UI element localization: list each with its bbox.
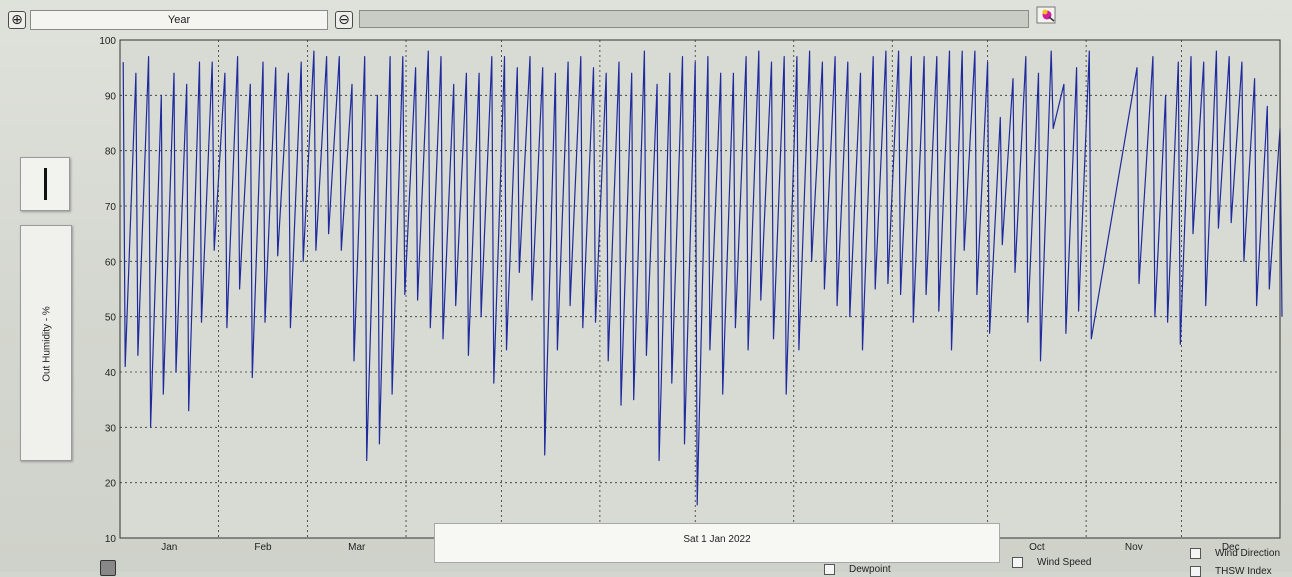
period-selector[interactable]: Year — [30, 10, 328, 30]
y-tick-label: 20 — [105, 479, 117, 490]
y-tick-label: 40 — [105, 368, 117, 379]
y-tick-label: 80 — [105, 147, 117, 158]
x-tick-label: Feb — [254, 542, 272, 553]
zoom-out-icon[interactable]: ⊖ — [335, 11, 353, 29]
y-axis-title-panel[interactable]: Out Humidity - % — [20, 225, 72, 461]
y-tick-label: 70 — [105, 202, 117, 213]
plot-area — [120, 40, 1280, 538]
y-tick-label: 30 — [105, 423, 117, 434]
option-wind-speed[interactable]: Wind Speed — [1012, 557, 1091, 568]
date-display[interactable]: Sat 1 Jan 2022 — [434, 523, 1000, 563]
paint-tool-icon[interactable] — [1036, 6, 1058, 26]
x-tick-label: Oct — [1029, 542, 1045, 553]
y-tick-label: 50 — [105, 313, 117, 324]
time-scrollbar[interactable] — [359, 10, 1029, 28]
y-tick-label: 90 — [105, 91, 117, 102]
x-tick-label: Jan — [161, 542, 177, 553]
zoom-in-icon[interactable]: ⊕ — [8, 11, 26, 29]
x-tick-label: Nov — [1125, 542, 1143, 553]
date-label: Sat 1 Jan 2022 — [683, 534, 751, 545]
settings-icon[interactable] — [100, 560, 116, 576]
dewpoint-checkbox[interactable] — [824, 564, 835, 575]
option-label: Dewpoint — [849, 564, 891, 576]
option-label: Wind Direction — [1215, 548, 1281, 560]
option-label: Wind Speed — [1037, 557, 1092, 569]
wind-speed-checkbox[interactable] — [1012, 557, 1023, 568]
x-tick-label: Mar — [348, 542, 366, 553]
option-wind-direction[interactable]: Wind Direction — [1190, 548, 1280, 559]
y-tick-label: 60 — [105, 257, 117, 268]
y-tick-label: 100 — [99, 36, 116, 47]
series-toggle-button[interactable] — [20, 157, 70, 211]
y-tick-label: 10 — [105, 534, 117, 545]
x-tick-label: Dec — [1222, 542, 1240, 553]
wind-direction-checkbox[interactable] — [1190, 548, 1201, 559]
option-dewpoint[interactable]: Dewpoint — [824, 564, 891, 575]
line-style-icon — [44, 168, 47, 200]
humidity-series-line — [122, 50, 1283, 506]
